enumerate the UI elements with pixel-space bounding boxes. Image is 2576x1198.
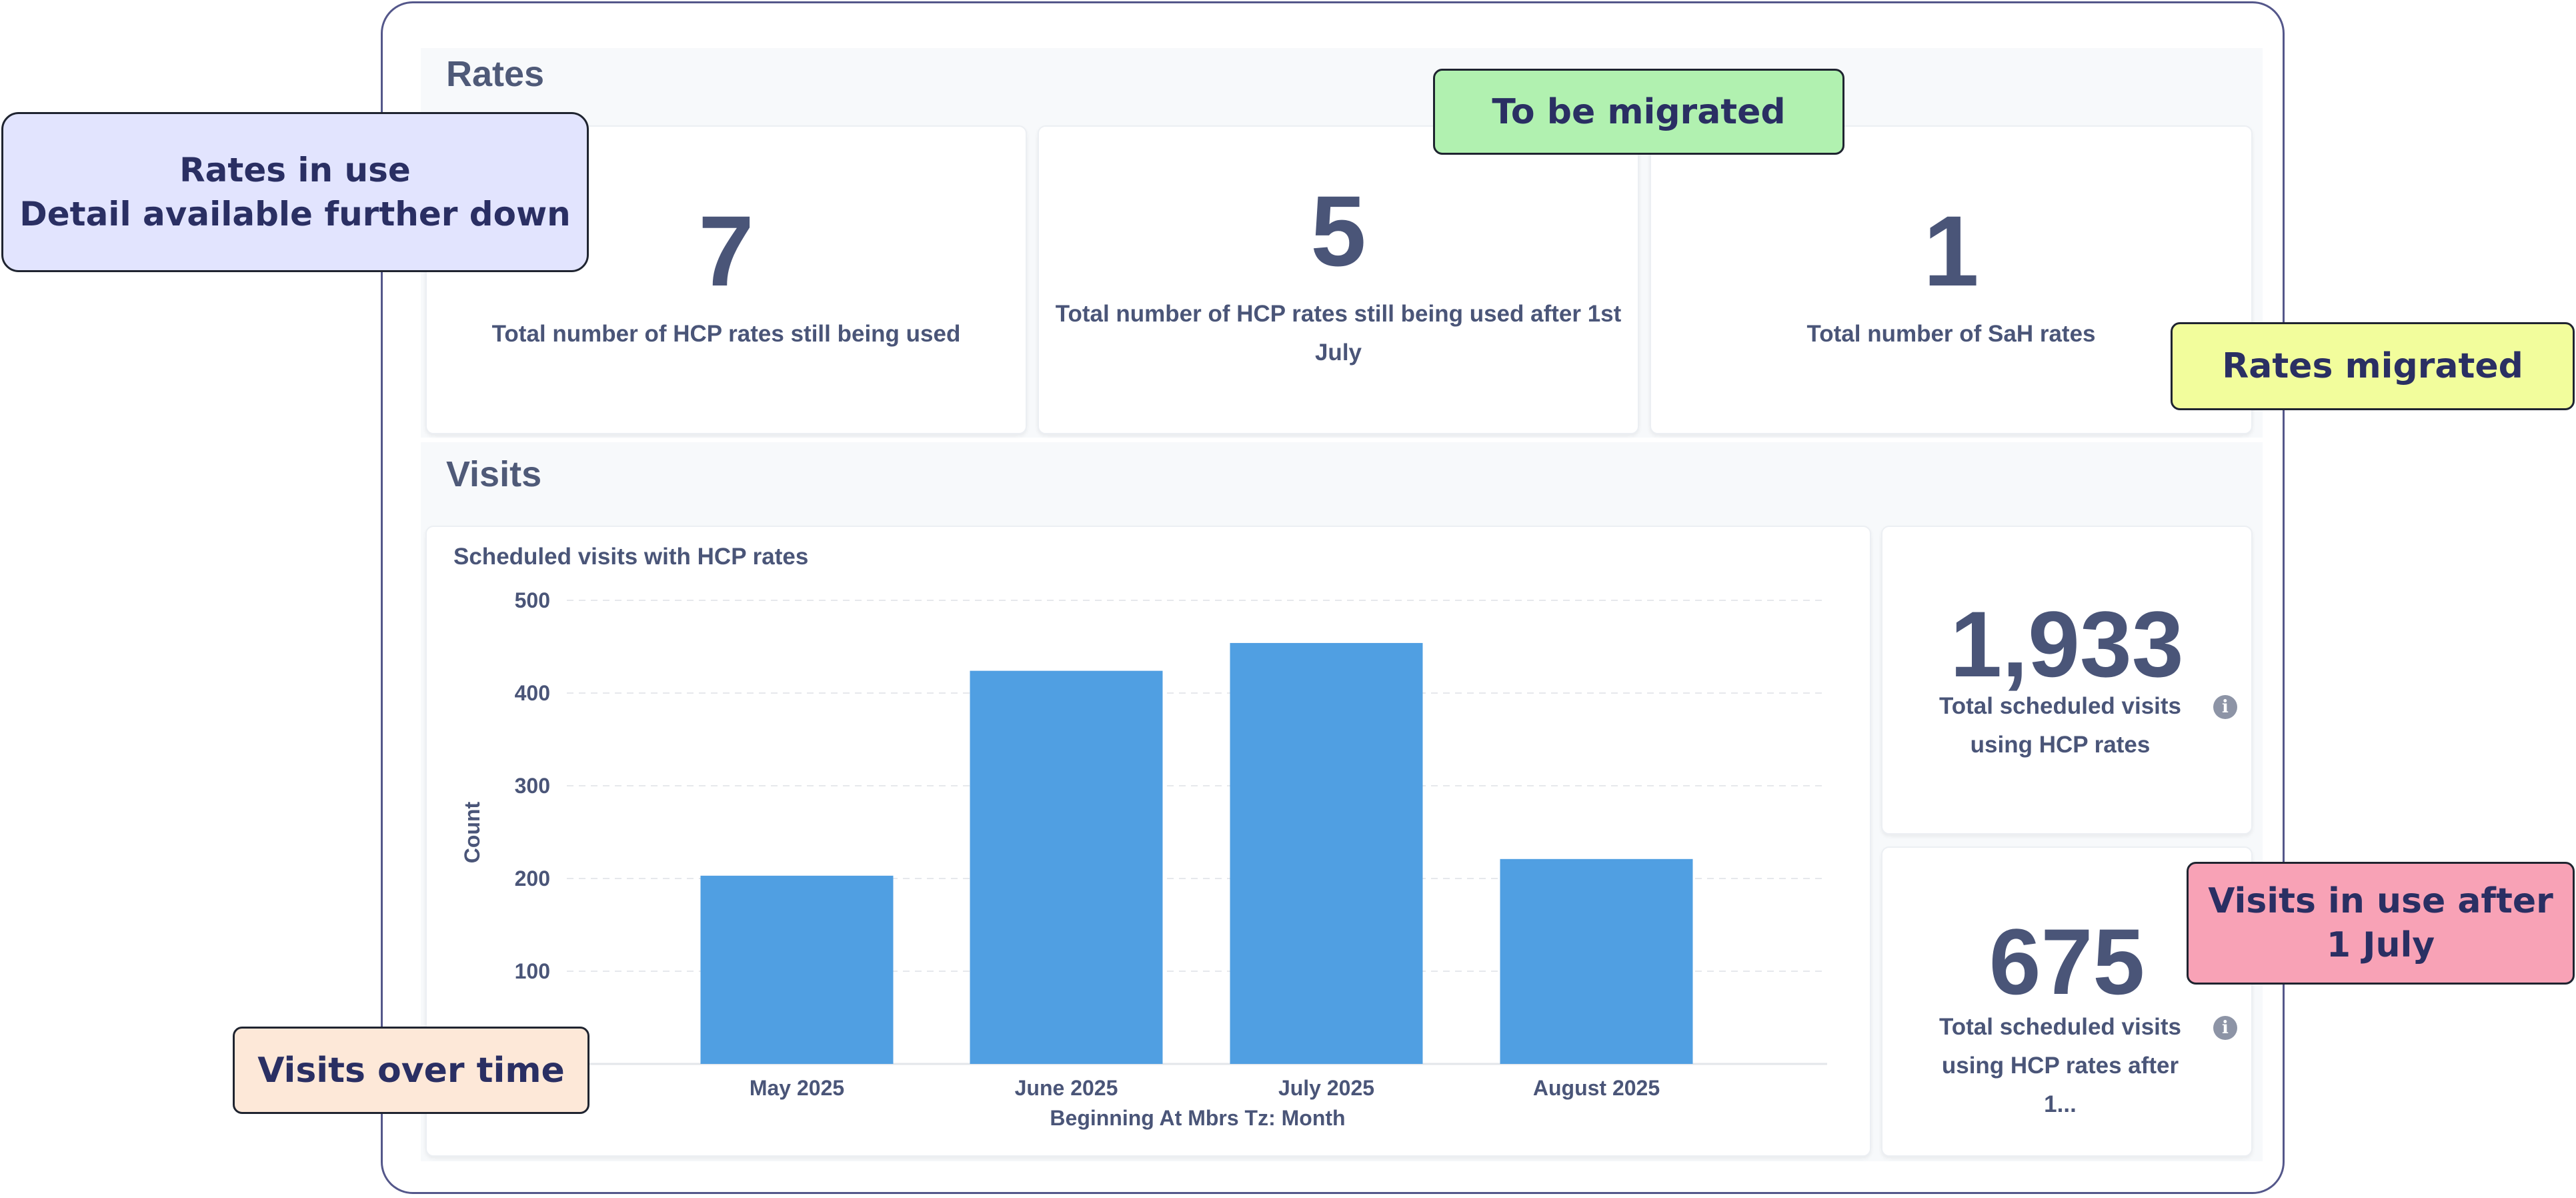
chart-y-tick-label: 100 <box>515 959 550 983</box>
visits-bar-chart: 100 200 300 400 500 May 2025 June 2025 July 202… <box>460 588 1827 1130</box>
callout-rates-migrated: Rates migrated <box>2171 322 2575 410</box>
chart-title: Scheduled visits with HCP rates <box>453 544 809 570</box>
dashboard-frame: Rates 7 Total number of HCP rates still … <box>381 1 2285 1194</box>
chart-y-tick-label: 200 <box>515 866 550 890</box>
chart-x-tick-label: June 2025 <box>1015 1076 1118 1100</box>
visits-chart-card[interactable]: Scheduled visits with HCP rates 100 200 30… <box>425 526 1871 1157</box>
callout-rates-in-use: Rates in use Detail available further do… <box>1 112 589 272</box>
info-icon[interactable]: i <box>2213 1016 2237 1040</box>
rates-hcp-used-label: Total number of HCP rates still being us… <box>491 321 961 347</box>
chart-y-tick-label: 300 <box>515 774 550 798</box>
rates-hcp-used-value: 7 <box>698 195 754 307</box>
chart-x-axis-label: Beginning At Mbrs Tz: Month <box>1050 1106 1345 1130</box>
visits-after-july-value: 675 <box>1989 909 2145 1014</box>
rates-card-sah[interactable]: 1 Total number of SaH rates <box>1650 125 2253 434</box>
rates-hcp-after-july-value: 5 <box>1310 175 1366 287</box>
rates-sah-value: 1 <box>1923 195 1979 307</box>
chart-bar[interactable] <box>1230 642 1423 1064</box>
chart-bar[interactable] <box>1500 858 1693 1064</box>
chart-y-axis-label: Count <box>460 801 484 863</box>
chart-bar[interactable] <box>970 670 1163 1064</box>
info-icon[interactable]: i <box>2213 695 2237 719</box>
visits-section-title: Visits <box>446 454 542 494</box>
chart-y-tick-label: 500 <box>515 588 550 612</box>
callout-to-be-migrated: To be migrated <box>1433 69 1844 155</box>
chart-y-tick-label: 400 <box>515 681 550 705</box>
rates-sah-label: Total number of SaH rates <box>1806 321 2096 347</box>
chart-x-tick-label: July 2025 <box>1278 1076 1374 1100</box>
chart-x-tick-label: May 2025 <box>750 1076 844 1100</box>
visits-total-value: 1,933 <box>1950 592 2184 696</box>
rates-section-title: Rates <box>446 54 545 94</box>
rates-hcp-after-july-label: Total number of HCP rates still being us… <box>1055 301 1622 366</box>
callout-visits-over-time: Visits over time <box>233 1027 589 1114</box>
visits-card-total[interactable]: 1,933 Total scheduled visits using HCP r… <box>1881 526 2253 834</box>
visits-after-july-label: Total scheduled visits using HCP rates a… <box>1939 1014 2182 1117</box>
chart-bar[interactable] <box>700 875 894 1064</box>
visits-total-label: Total scheduled visits using HCP rates <box>1939 693 2182 758</box>
chart-x-tick-label: August 2025 <box>1533 1076 1660 1100</box>
callout-visits-after-july: Visits in use after 1 July <box>2187 862 2575 985</box>
rates-card-hcp-after-july[interactable]: 5 Total number of HCP rates still being … <box>1038 125 1639 434</box>
